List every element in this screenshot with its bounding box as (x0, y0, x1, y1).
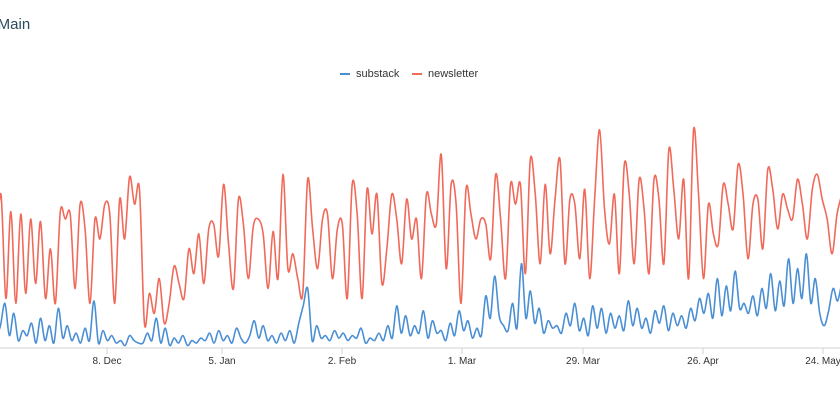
series-line-substack (0, 252, 840, 347)
legend-item-substack[interactable]: substack (340, 68, 399, 80)
x-tick-label: 26. Apr (687, 356, 719, 367)
x-tick-label: 24. May (805, 356, 840, 367)
series-layer (0, 126, 840, 347)
legend-label-substack: substack (356, 68, 400, 80)
legend-item-newsletter[interactable]: newsletter (412, 68, 478, 80)
x-tick-label: 8. Dec (93, 356, 122, 367)
chart-title: s Main (0, 16, 31, 33)
x-tick-label: 1. Mar (448, 356, 477, 367)
x-tick-label: 29. Mar (566, 356, 601, 367)
x-tick-label: 5. Jan (208, 356, 235, 367)
legend-swatch-newsletter (412, 73, 422, 75)
x-tick-label: 2. Feb (328, 356, 357, 367)
series-line-newsletter (0, 126, 840, 328)
legend: substack newsletter (0, 68, 840, 84)
legend-label-newsletter: newsletter (428, 68, 479, 80)
x-ticks: 8. Dec 5. Jan 2. Feb 1. Mar 29. Mar 26. Apr 24… (93, 348, 840, 367)
legend-swatch-substack (340, 73, 350, 75)
